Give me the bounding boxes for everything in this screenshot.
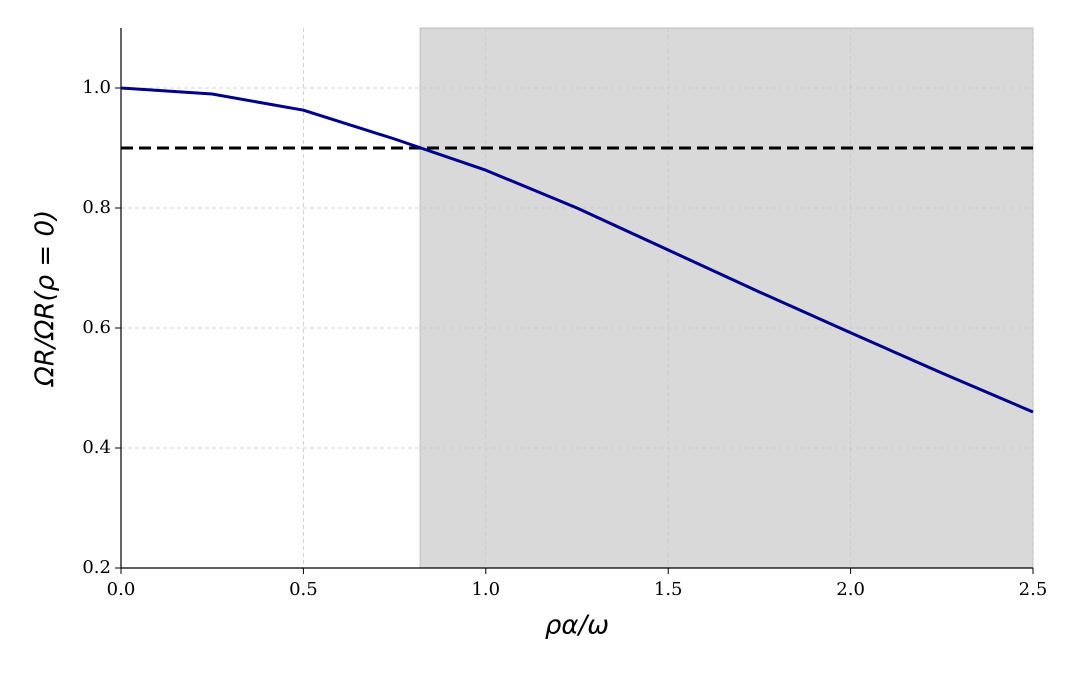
y-tick-label: 0.2	[82, 557, 111, 578]
x-tick-label: 0.0	[107, 579, 136, 600]
x-axis-label: ρα/ω	[545, 611, 609, 641]
shaded-region	[419, 27, 1034, 569]
x-tick-label: 0.5	[289, 579, 318, 600]
y-tick-label: 0.6	[82, 317, 111, 338]
x-tick-label: 1.0	[471, 579, 500, 600]
y-tick-label: 0.8	[82, 197, 111, 218]
x-tick-label: 2.5	[1019, 579, 1048, 600]
x-tick-label: 1.5	[654, 579, 683, 600]
series-line	[120, 86, 1034, 414]
y-tick-label: 1.0	[82, 77, 111, 98]
y-axis-label: ΩR/ΩR(ρ = 0)	[31, 210, 61, 387]
x-tick-label: 2.0	[836, 579, 865, 600]
y-tick-label: 0.4	[82, 437, 111, 458]
